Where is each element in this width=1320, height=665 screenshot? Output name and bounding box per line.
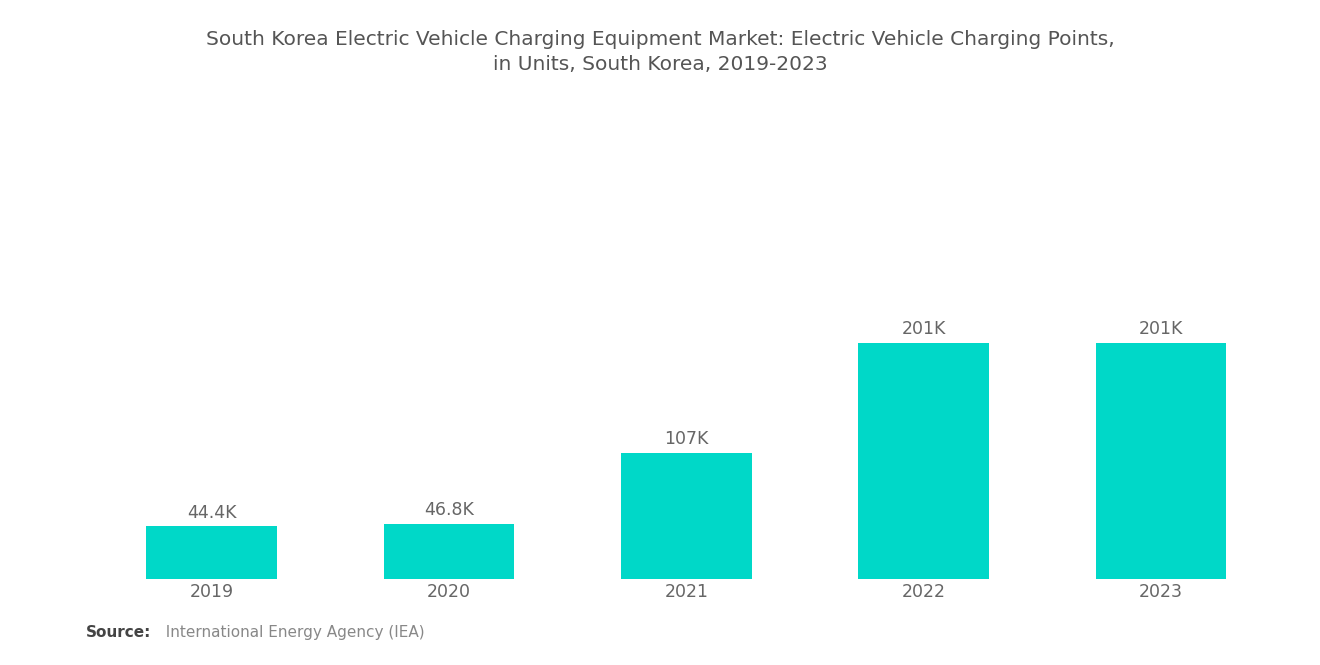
Text: 44.4K: 44.4K [187,504,236,522]
Text: 46.8K: 46.8K [424,501,474,519]
Bar [384,523,515,579]
Text: 107K: 107K [664,430,709,448]
Text: South Korea Electric Vehicle Charging Equipment Market: Electric Vehicle Chargin: South Korea Electric Vehicle Charging Eq… [206,30,1114,74]
Text: Source:: Source: [86,624,152,640]
Text: 201K: 201K [902,320,946,338]
Text: International Energy Agency (IEA): International Energy Agency (IEA) [156,624,425,640]
Bar [622,453,751,579]
Bar [147,527,277,579]
Bar [858,342,989,579]
Bar [1096,342,1226,579]
Text: 201K: 201K [1139,320,1183,338]
